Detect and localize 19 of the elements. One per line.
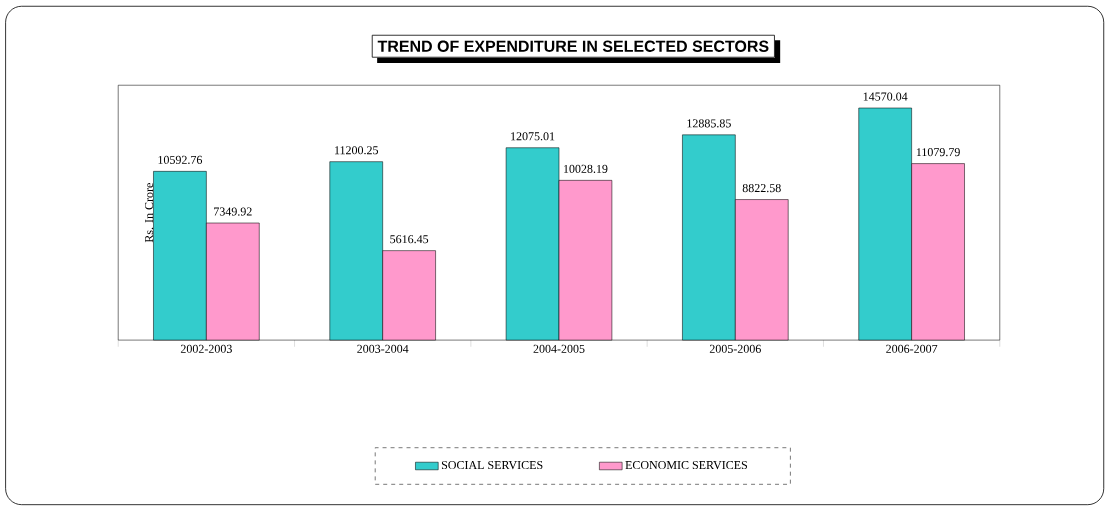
legend-label: SOCIAL SERVICES — [441, 460, 543, 470]
data-label: 14570.04 — [863, 92, 908, 101]
x-tick-label: 2003-2004 — [357, 344, 409, 353]
data-label: 5616.45 — [390, 235, 429, 244]
data-label: 8822.58 — [742, 183, 781, 193]
data-label: 11079.79 — [916, 147, 960, 157]
x-tick-label: 2004-2005 — [533, 344, 585, 353]
x-tick-label: 2005-2006 — [709, 344, 761, 353]
chart-title: TREND OF EXPENDITURE IN SELECTED SECTORS — [377, 40, 769, 52]
legend-label: ECONOMIC SERVICES — [625, 460, 747, 470]
data-label: 11200.25 — [335, 146, 379, 155]
data-label: 10592.76 — [158, 155, 203, 164]
data-label: 7349.92 — [214, 207, 252, 216]
data-label: 12075.01 — [511, 132, 555, 141]
data-label: 10028.19 — [564, 164, 608, 173]
x-tick-label: 2002-2003 — [180, 344, 232, 353]
data-label: 12885.85 — [687, 119, 731, 128]
x-tick-label: 2006-2007 — [886, 344, 938, 353]
y-axis-title: Rs. In Crore — [145, 182, 154, 243]
